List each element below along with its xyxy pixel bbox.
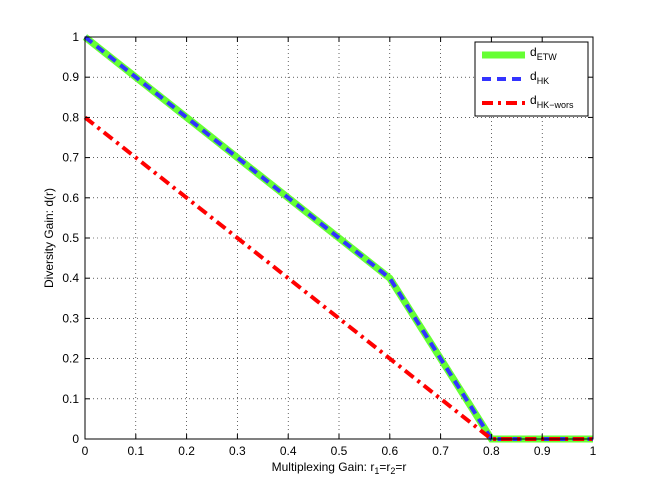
- x-tick-label: 0.7: [432, 444, 449, 458]
- legend-label: dHK: [530, 69, 549, 86]
- legend-label: dHK−wors: [530, 93, 574, 110]
- y-tick-label: 0.9: [62, 70, 79, 84]
- y-tick-label: 0: [72, 432, 79, 446]
- y-tick-label: 0.3: [62, 311, 79, 325]
- y-tick-label: 0.4: [62, 271, 79, 285]
- x-tick-label: 0.2: [178, 444, 195, 458]
- y-tick-label: 1: [72, 30, 79, 44]
- y-tick-label: 0.8: [62, 110, 79, 124]
- x-tick-label: 0.3: [229, 444, 246, 458]
- x-tick-label: 0.9: [534, 444, 551, 458]
- x-tick-label: 0.8: [483, 444, 500, 458]
- x-tick-label: 0.5: [331, 444, 348, 458]
- x-tick-label: 0.1: [127, 444, 144, 458]
- y-tick-label: 0.5: [62, 231, 79, 245]
- x-tick-label: 0.4: [280, 444, 297, 458]
- ticks: 0 0.1 0.2 0.3 0.4 0.5 0.6 0.7 0.8 0.9 1 0 0.1 0.2 0.3 0…: [62, 30, 596, 458]
- y-tick-label: 0.6: [62, 191, 79, 205]
- legend: dETW dHK dHK−wors: [474, 41, 589, 117]
- x-tick-label: 1: [590, 444, 597, 458]
- x-axis-label: Multiplexing Gain: r1=r2=r: [272, 460, 407, 476]
- x-tick-label: 0.6: [381, 444, 398, 458]
- y-tick-label: 0.1: [62, 392, 79, 406]
- legend-label: dETW: [530, 45, 557, 62]
- series-line-d-hk: [83, 35, 593, 441]
- x-tick-label: 0: [82, 444, 89, 458]
- y-tick-label: 0.7: [62, 151, 79, 165]
- y-axis-label: Diversity Gain: d(r): [42, 188, 56, 288]
- y-tick-label: 0.2: [62, 352, 79, 366]
